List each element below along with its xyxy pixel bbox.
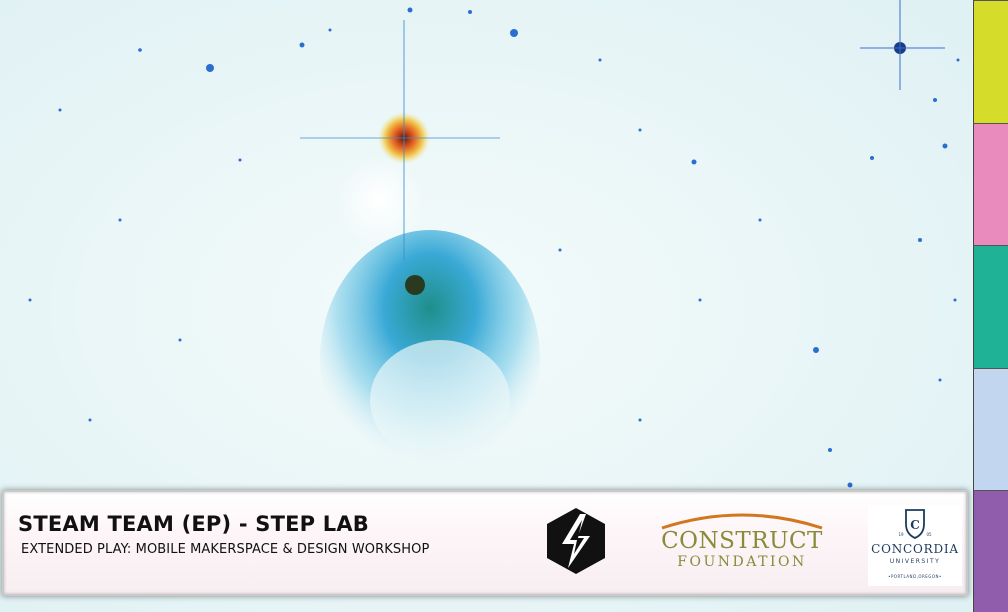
concordia-university: UNIVERSITY [889, 558, 941, 565]
crest-letter: C [910, 518, 920, 532]
tab-pink[interactable] [973, 123, 1008, 245]
title-banner: STEAM TEAM (EP) - STEP LAB EXTENDED PLAY… [2, 490, 968, 596]
page-subtitle: EXTENDED PLAY: MOBILE MAKERSPACE & DESIG… [21, 542, 430, 557]
tab-yellow[interactable] [973, 0, 1008, 123]
page-title: STEAM TEAM (EP) - STEP LAB [18, 512, 369, 536]
crest-year-right: 05 [926, 532, 932, 537]
concordia-university-logo[interactable]: C 19 05 CONCORDIA UNIVERSITY •PORTLAND,O… [868, 506, 962, 586]
tab-lightblue[interactable] [973, 368, 1008, 490]
tab-purple[interactable] [973, 490, 1008, 612]
construct-line1: CONSTRUCT [661, 528, 823, 554]
concordia-name: CONCORDIA [871, 542, 959, 556]
concordia-city: •PORTLAND,OREGON• [888, 574, 942, 579]
concordia-crest-icon: C 19 05 [898, 509, 932, 539]
lightning-hexagon-logo[interactable] [544, 506, 608, 576]
construct-line2: FOUNDATION [677, 554, 807, 570]
tab-teal[interactable] [973, 245, 1008, 368]
crest-year-left: 19 [898, 532, 904, 537]
construct-foundation-logo[interactable]: CONSTRUCT FOUNDATION [656, 508, 828, 578]
construct-arc-icon [661, 513, 823, 530]
